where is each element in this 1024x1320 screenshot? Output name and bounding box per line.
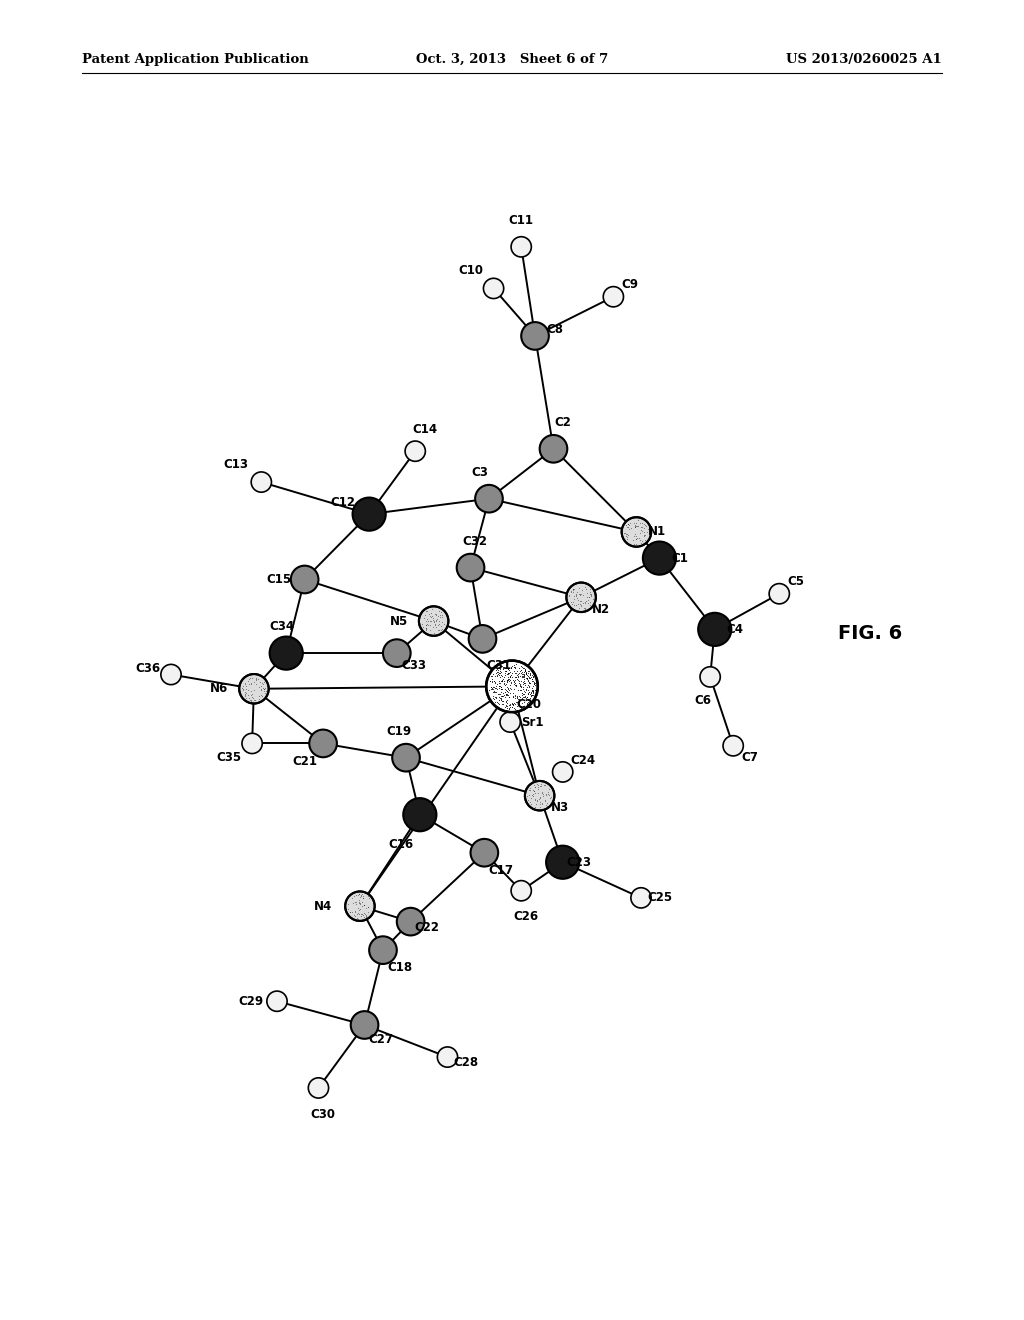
Ellipse shape xyxy=(267,991,287,1011)
Ellipse shape xyxy=(369,936,396,964)
Text: C24: C24 xyxy=(570,754,596,767)
Text: C22: C22 xyxy=(415,921,439,935)
Text: C4: C4 xyxy=(726,623,743,636)
Ellipse shape xyxy=(269,636,303,669)
Text: C29: C29 xyxy=(239,995,264,1007)
Text: C12: C12 xyxy=(331,496,356,508)
Text: C13: C13 xyxy=(223,458,248,471)
Text: C9: C9 xyxy=(622,279,639,292)
Ellipse shape xyxy=(242,734,262,754)
Text: C21: C21 xyxy=(292,755,317,768)
Text: N2: N2 xyxy=(592,603,610,615)
Text: Sr1: Sr1 xyxy=(521,715,544,729)
Ellipse shape xyxy=(437,1047,458,1067)
Ellipse shape xyxy=(403,799,436,832)
Text: C2: C2 xyxy=(554,416,571,429)
Text: C35: C35 xyxy=(216,751,242,764)
Text: C20: C20 xyxy=(516,698,541,710)
Ellipse shape xyxy=(525,781,554,810)
Ellipse shape xyxy=(392,744,420,771)
Text: C15: C15 xyxy=(266,573,292,586)
Ellipse shape xyxy=(469,626,497,652)
Ellipse shape xyxy=(553,762,572,781)
Ellipse shape xyxy=(540,436,567,462)
Ellipse shape xyxy=(486,660,538,713)
Text: C17: C17 xyxy=(488,865,513,876)
Ellipse shape xyxy=(251,473,271,492)
Ellipse shape xyxy=(631,888,651,908)
Ellipse shape xyxy=(475,484,503,512)
Text: US 2013/0260025 A1: US 2013/0260025 A1 xyxy=(786,53,942,66)
Ellipse shape xyxy=(511,880,531,900)
Ellipse shape xyxy=(345,891,375,921)
Ellipse shape xyxy=(500,711,520,733)
Ellipse shape xyxy=(419,606,449,636)
Ellipse shape xyxy=(723,735,743,756)
Ellipse shape xyxy=(161,664,181,685)
Ellipse shape xyxy=(457,554,484,581)
Text: C33: C33 xyxy=(400,659,426,672)
Text: C25: C25 xyxy=(647,891,672,904)
Text: C8: C8 xyxy=(547,323,564,337)
Ellipse shape xyxy=(643,541,676,574)
Ellipse shape xyxy=(603,286,624,306)
Ellipse shape xyxy=(546,846,580,879)
Ellipse shape xyxy=(396,908,424,936)
Ellipse shape xyxy=(291,566,318,593)
Text: C32: C32 xyxy=(463,535,487,548)
Ellipse shape xyxy=(698,612,731,645)
Ellipse shape xyxy=(350,1011,379,1039)
Text: C5: C5 xyxy=(787,576,805,589)
Ellipse shape xyxy=(470,840,498,866)
Text: FIG. 6: FIG. 6 xyxy=(839,624,902,643)
Text: C1: C1 xyxy=(672,552,688,565)
Ellipse shape xyxy=(521,322,549,350)
Text: N5: N5 xyxy=(389,615,408,627)
Text: C34: C34 xyxy=(269,620,294,634)
Text: C27: C27 xyxy=(369,1032,393,1045)
Ellipse shape xyxy=(406,441,425,461)
Text: C19: C19 xyxy=(386,725,412,738)
Text: C16: C16 xyxy=(389,838,414,851)
Ellipse shape xyxy=(566,582,596,612)
Ellipse shape xyxy=(308,1078,329,1098)
Text: C36: C36 xyxy=(135,663,161,675)
Text: C3: C3 xyxy=(471,466,488,479)
Ellipse shape xyxy=(622,517,651,546)
Ellipse shape xyxy=(700,667,720,686)
Ellipse shape xyxy=(483,279,504,298)
Ellipse shape xyxy=(511,236,531,257)
Text: C23: C23 xyxy=(566,855,592,869)
Text: C18: C18 xyxy=(387,961,412,974)
Text: N6: N6 xyxy=(210,682,228,696)
Text: N4: N4 xyxy=(314,900,332,912)
Text: C31: C31 xyxy=(486,659,512,672)
Text: Patent Application Publication: Patent Application Publication xyxy=(82,53,308,66)
Text: N3: N3 xyxy=(551,801,569,814)
Ellipse shape xyxy=(383,639,411,667)
Ellipse shape xyxy=(352,498,386,531)
Text: C30: C30 xyxy=(310,1107,336,1121)
Text: C11: C11 xyxy=(509,214,534,227)
Ellipse shape xyxy=(309,730,337,758)
Text: C28: C28 xyxy=(454,1056,478,1069)
Ellipse shape xyxy=(240,675,268,704)
Text: N1: N1 xyxy=(647,525,666,539)
Text: C10: C10 xyxy=(458,264,483,277)
Text: C14: C14 xyxy=(412,424,437,437)
Text: C26: C26 xyxy=(513,911,539,924)
Text: Oct. 3, 2013   Sheet 6 of 7: Oct. 3, 2013 Sheet 6 of 7 xyxy=(416,53,608,66)
Text: C7: C7 xyxy=(741,751,758,764)
Ellipse shape xyxy=(769,583,790,603)
Text: C6: C6 xyxy=(694,694,712,708)
